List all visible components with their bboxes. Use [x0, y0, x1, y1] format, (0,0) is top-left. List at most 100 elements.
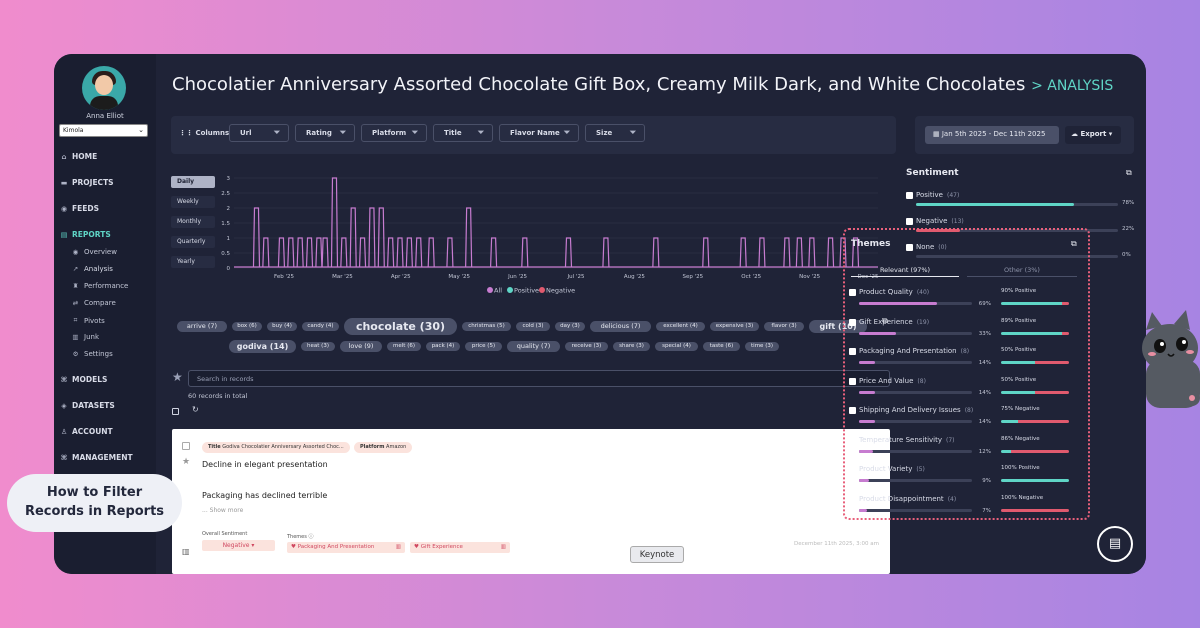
theme-row[interactable]: Product Disappointment (4) 7% 100% Negati…: [849, 495, 1087, 524]
filter-rating[interactable]: Rating ⏷: [295, 124, 355, 142]
search-input[interactable]: Search in records: [188, 370, 890, 387]
theme-row[interactable]: Packaging And Presentation (8) 14% 50% Po…: [849, 347, 1087, 376]
nav-compare[interactable]: ⇄ Compare: [72, 299, 116, 307]
keyword-chip[interactable]: day (3): [555, 322, 585, 331]
period-weekly[interactable]: Weekly: [171, 196, 215, 208]
keyword-chip[interactable]: cold (3): [516, 322, 550, 331]
keyword-chip[interactable]: arrive (7): [177, 321, 227, 332]
keyword-chip[interactable]: heat (3): [301, 342, 335, 351]
nav-settings[interactable]: ⚙ Settings: [72, 350, 113, 358]
sentiment-select[interactable]: Negative ▾: [202, 540, 275, 551]
nav-reports[interactable]: ▤ REPORTS: [60, 230, 111, 239]
select-all-checkbox[interactable]: [172, 408, 179, 415]
period-daily[interactable]: Daily: [171, 176, 215, 188]
nav-feeds[interactable]: ◉ FEEDS: [60, 204, 99, 213]
org-select[interactable]: Kimola ⌄: [59, 124, 148, 137]
nav-account[interactable]: ♙ ACCOUNT: [60, 427, 113, 436]
filter-url[interactable]: Url ⏷: [229, 124, 289, 142]
nav-pivots[interactable]: ⌗ Pivots: [73, 316, 105, 325]
theme-tag[interactable]: ♥ Gift Experience ▥: [410, 542, 510, 553]
nav-management[interactable]: ⌘ MANAGEMENT: [60, 453, 133, 462]
legend-label[interactable]: Negative: [546, 287, 575, 295]
theme-checkbox[interactable]: [849, 377, 856, 385]
sentiment-checkbox[interactable]: [906, 244, 913, 251]
copy-icon[interactable]: ⧉: [882, 316, 888, 325]
theme-row[interactable]: Product Quality (40) 69% 90% Positive: [849, 288, 1087, 317]
keyword-chip[interactable]: candy (4): [302, 322, 339, 331]
nav-analysis[interactable]: ↗ Analysis: [72, 265, 113, 273]
keyword-chip[interactable]: pack (4): [426, 342, 460, 351]
sentiment-checkbox[interactable]: [906, 192, 913, 199]
sentiment-row[interactable]: Negative (13) 22%: [906, 217, 1136, 240]
export-button[interactable]: ☁ Export ▾: [1065, 126, 1121, 144]
theme-checkbox[interactable]: [849, 436, 856, 444]
keyword-chip[interactable]: flavor (3): [764, 322, 804, 331]
theme-checkbox[interactable]: [849, 289, 856, 296]
theme-row[interactable]: Price And Value (8) 14% 50% Positive: [849, 377, 1087, 406]
keyword-chip[interactable]: box (6): [232, 322, 262, 331]
star-icon[interactable]: ★: [172, 370, 183, 384]
filter-size[interactable]: Size ⏷: [585, 124, 645, 142]
period-monthly[interactable]: Monthly: [171, 216, 215, 228]
sentiment-row[interactable]: None (0) 0%: [906, 243, 1136, 266]
columns-button[interactable]: ⋮⋮ Columns: [179, 129, 230, 137]
keyword-chip[interactable]: christmas (5): [462, 322, 511, 331]
keyword-chip[interactable]: receive (3): [565, 342, 608, 351]
theme-row[interactable]: Shipping And Delivery Issues (8) 14% 75% …: [849, 406, 1087, 435]
nav-models[interactable]: ⌘ MODELS: [60, 375, 108, 384]
tag-platform[interactable]: Platform Amazon: [354, 442, 413, 453]
keyword-chip[interactable]: taste (6): [703, 342, 740, 351]
filter-title[interactable]: Title ⏷: [433, 124, 493, 142]
legend-marker[interactable]: [539, 287, 545, 293]
theme-checkbox[interactable]: [849, 407, 856, 414]
nav-projects[interactable]: ▬ PROJECTS: [60, 178, 114, 187]
keyword-chip[interactable]: godiva (14): [229, 340, 296, 353]
tab-other[interactable]: Other (3%): [967, 266, 1077, 277]
copy-icon[interactable]: ⧉: [1126, 168, 1132, 177]
tab-relevant[interactable]: Relevant (97%): [851, 266, 959, 277]
legend-label[interactable]: Positive: [514, 287, 539, 295]
legend-label[interactable]: All: [494, 287, 502, 295]
nav-overview[interactable]: ◉ Overview: [72, 248, 117, 256]
keyword-chip[interactable]: share (3): [613, 342, 650, 351]
theme-checkbox[interactable]: [849, 318, 856, 326]
breadcrumb[interactable]: > ANALYSIS: [1031, 78, 1114, 94]
refresh-icon[interactable]: ↻: [192, 405, 199, 414]
keyword-chip[interactable]: quality (7): [507, 341, 560, 352]
copy-icon[interactable]: ⧉: [1071, 239, 1077, 248]
avatar[interactable]: [82, 66, 126, 110]
theme-row[interactable]: Gift Experience (19) 33% 89% Positive: [849, 318, 1087, 347]
trash-icon[interactable]: ▥: [395, 544, 401, 550]
theme-checkbox[interactable]: [849, 495, 856, 503]
tag-title[interactable]: Title Godiva Chocolatier Anniversary Ass…: [202, 442, 350, 453]
filter-flavor-name[interactable]: Flavor Name ⏷: [499, 124, 579, 142]
keyword-chip[interactable]: love (9): [340, 341, 382, 352]
legend-marker[interactable]: [487, 287, 493, 293]
keyword-chip[interactable]: price (5): [465, 342, 502, 351]
show-more-link[interactable]: ... Show more: [202, 507, 244, 514]
legend-marker[interactable]: [507, 287, 513, 293]
keyword-chip[interactable]: buy (4): [267, 322, 297, 331]
keyword-chip[interactable]: special (4): [655, 342, 698, 351]
theme-row[interactable]: Product Variety (5) 9% 100% Positive: [849, 465, 1087, 494]
trash-icon[interactable]: ▥: [500, 544, 506, 550]
theme-row[interactable]: Temperature Sensitivity (7) 12% 86% Negat…: [849, 436, 1087, 465]
keyword-chip[interactable]: expensive (3): [710, 322, 759, 331]
sentiment-checkbox[interactable]: [906, 218, 913, 225]
nav-home[interactable]: ⌂ HOME: [61, 152, 98, 161]
nav-performance[interactable]: ♜ Performance: [72, 282, 129, 290]
star-icon[interactable]: ★: [182, 457, 191, 467]
theme-tag[interactable]: ♥ Packaging And Presentation ▥: [287, 542, 405, 553]
keyword-chip[interactable]: melt (6): [387, 342, 421, 351]
keyword-chip[interactable]: chocolate (30): [344, 318, 457, 335]
record-card[interactable]: ★ Title Godiva Chocolatier Anniversary A…: [172, 429, 890, 574]
record-checkbox[interactable]: [182, 442, 190, 450]
trash-icon[interactable]: ▥: [182, 547, 190, 556]
chat-icon[interactable]: ▤: [1097, 526, 1133, 562]
filter-platform[interactable]: Platform ⏷: [361, 124, 427, 142]
theme-checkbox[interactable]: [849, 348, 856, 355]
nav-junk[interactable]: ▥ Junk: [72, 333, 99, 341]
date-range-button[interactable]: ▦ Jan 5th 2025 - Dec 11th 2025: [925, 126, 1059, 144]
theme-checkbox[interactable]: [849, 466, 856, 473]
keyword-chip[interactable]: delicious (7): [590, 321, 651, 332]
